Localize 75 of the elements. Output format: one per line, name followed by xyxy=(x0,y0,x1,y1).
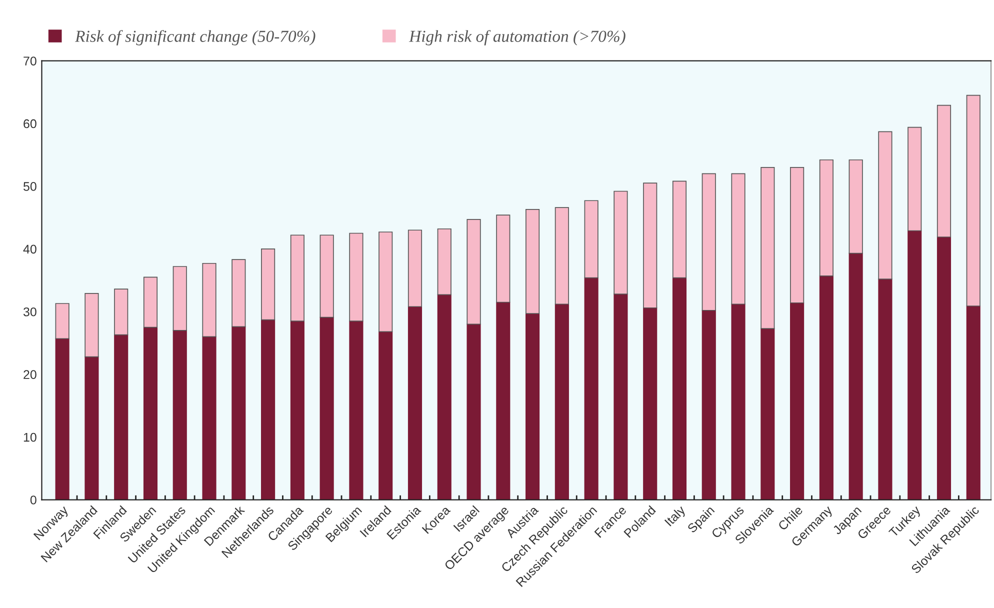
bar xyxy=(408,230,422,308)
bar xyxy=(966,94,980,306)
bar xyxy=(760,166,775,329)
bar xyxy=(84,356,99,500)
bar xyxy=(908,230,922,500)
bar xyxy=(408,306,422,500)
bar xyxy=(731,304,746,500)
bar xyxy=(878,131,892,280)
bar xyxy=(496,214,510,303)
x-tick-label: Italy xyxy=(664,504,688,528)
bar xyxy=(554,207,569,305)
bar xyxy=(232,326,246,500)
bar xyxy=(261,319,276,500)
bar xyxy=(819,275,834,500)
legend-label: Risk of significant change (50-70%) xyxy=(74,30,316,46)
bar xyxy=(672,277,687,500)
bar xyxy=(908,126,922,232)
bar xyxy=(114,288,128,336)
bar xyxy=(320,234,334,318)
bar xyxy=(466,324,481,500)
bar xyxy=(378,331,393,500)
bar xyxy=(172,330,187,500)
y-tick-label: 20 xyxy=(24,370,36,380)
bar xyxy=(143,276,158,328)
bar xyxy=(320,316,334,500)
bar xyxy=(526,209,540,314)
bar xyxy=(790,166,804,304)
bar xyxy=(614,190,628,295)
bar xyxy=(702,310,716,500)
bar xyxy=(202,336,216,500)
bar xyxy=(643,307,658,500)
bar xyxy=(702,173,716,311)
bar xyxy=(672,180,687,278)
bar xyxy=(966,306,980,500)
bar xyxy=(172,266,187,331)
y-tick-label: 0 xyxy=(30,496,36,504)
bar xyxy=(466,219,481,325)
bar xyxy=(290,234,304,322)
y-tick-label: 10 xyxy=(24,432,36,442)
bar xyxy=(848,252,863,500)
bar xyxy=(55,303,70,340)
bar xyxy=(614,294,628,500)
bar xyxy=(936,104,952,238)
bar xyxy=(790,302,804,500)
bar xyxy=(878,278,892,500)
bar xyxy=(378,232,393,332)
bar xyxy=(643,182,658,308)
bar xyxy=(554,304,569,500)
bar xyxy=(114,334,128,500)
bar xyxy=(437,228,452,296)
bar xyxy=(584,200,598,278)
legend-label: High risk of automation (>70%) xyxy=(408,30,626,46)
bar xyxy=(349,232,364,322)
bar xyxy=(55,338,70,500)
bar xyxy=(848,159,863,254)
bar xyxy=(261,248,276,320)
y-tick-label: 70 xyxy=(24,56,36,66)
bar xyxy=(584,277,598,500)
bar xyxy=(202,262,216,338)
bar xyxy=(349,320,364,500)
bar xyxy=(232,259,246,328)
bar xyxy=(143,326,158,500)
bar xyxy=(84,293,99,358)
bar xyxy=(437,294,452,500)
bar xyxy=(526,313,540,500)
y-tick-label: 40 xyxy=(23,244,36,254)
bar xyxy=(290,320,304,500)
bar xyxy=(731,173,746,305)
y-tick-label: 30 xyxy=(23,307,36,316)
bar xyxy=(819,159,834,276)
y-tick-label: 60 xyxy=(24,119,36,128)
bar xyxy=(936,236,952,500)
bar xyxy=(760,328,775,500)
y-tick-label: 50 xyxy=(23,182,36,191)
bar xyxy=(496,302,510,500)
